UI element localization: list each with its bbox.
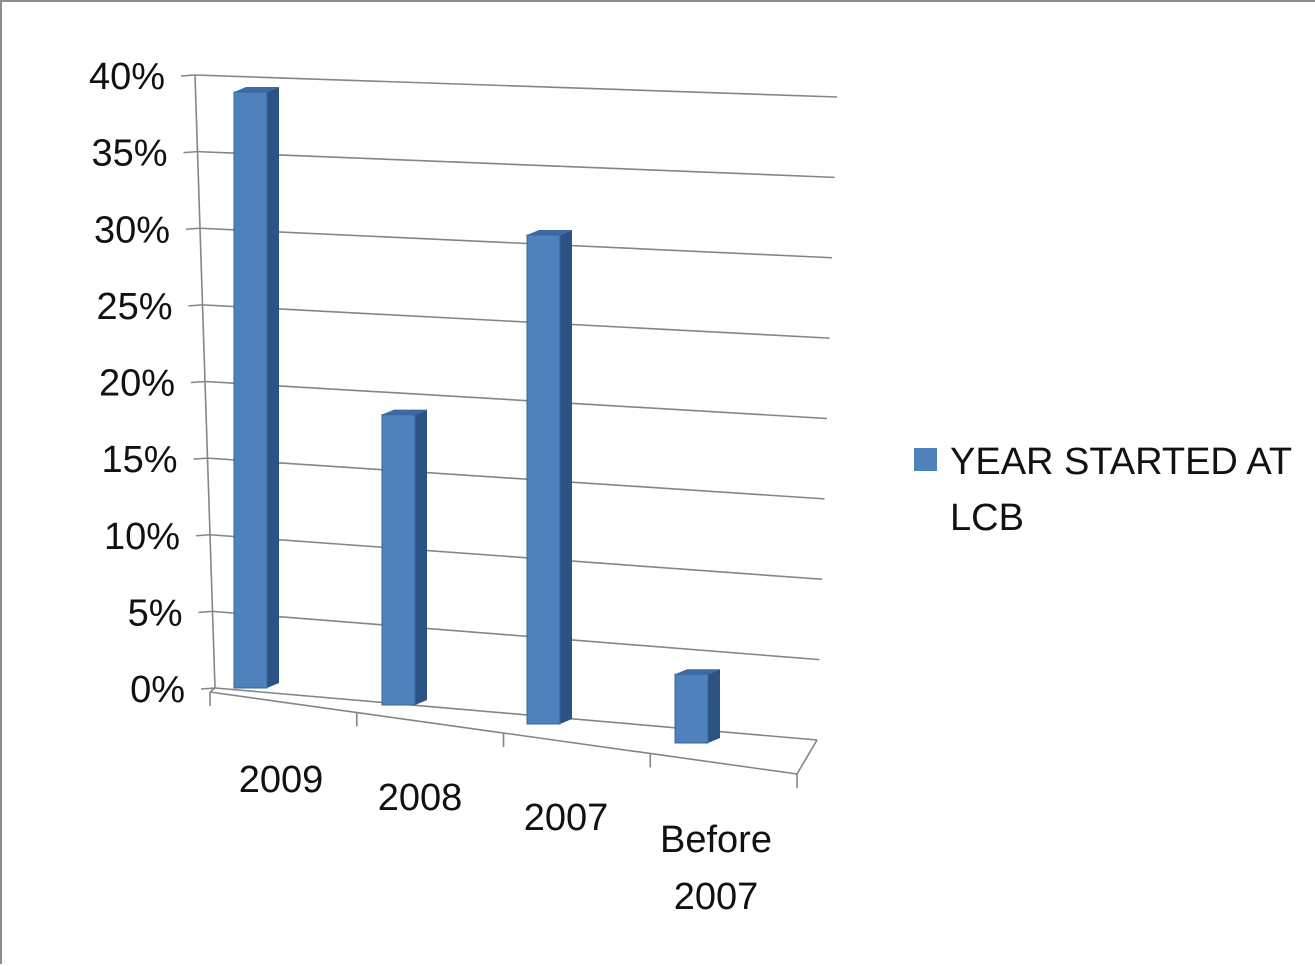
- y-tick-label: 30%: [94, 209, 170, 251]
- bar: [526, 229, 572, 725]
- bar-top: [527, 229, 572, 235]
- axes: [180, 74, 818, 788]
- x-tick-label: 2007: [674, 876, 759, 918]
- y-tick-mark: [185, 227, 201, 231]
- bar-front: [674, 673, 709, 744]
- bar-front: [526, 234, 561, 725]
- y-tick-label: 40%: [89, 56, 165, 98]
- y-tick-label: 0%: [130, 669, 185, 711]
- y-tick-mark: [195, 533, 211, 537]
- y-tick-label: 15%: [101, 439, 177, 481]
- y-axis-tick-labels: 0% 5% 10% 15% 20% 25% 30% 35% 40%: [89, 56, 185, 711]
- gridline: [202, 304, 830, 339]
- bar-front: [381, 414, 416, 706]
- y-tick-mark: [193, 457, 208, 460]
- y-tick-mark: [200, 687, 216, 690]
- bar-side: [560, 229, 572, 724]
- legend: YEAR STARTED AT LCB: [914, 441, 1292, 539]
- bar: [381, 409, 427, 706]
- y-tick-label: 5%: [128, 592, 183, 634]
- y-tick-mark: [188, 304, 203, 307]
- bar-front: [233, 91, 268, 689]
- gridline: [212, 610, 820, 661]
- bar-top: [382, 409, 427, 415]
- gridlines: [194, 74, 838, 741]
- bars: [233, 87, 720, 744]
- y-tick-mark: [198, 610, 213, 614]
- legend-swatch: [914, 448, 937, 471]
- bar-side: [708, 669, 720, 743]
- x-tick-label: Before: [660, 819, 772, 861]
- gridline: [207, 457, 825, 500]
- y-tick-mark: [183, 150, 198, 154]
- gridline: [199, 227, 833, 259]
- bar: [233, 87, 279, 689]
- bar-side: [415, 409, 427, 705]
- gridline: [209, 533, 823, 581]
- gridline: [194, 74, 838, 98]
- legend-label-line-1: YEAR STARTED AT: [950, 441, 1292, 483]
- x-tick-label: 2008: [378, 777, 463, 819]
- bar-top: [234, 87, 279, 92]
- y-tick-label: 20%: [99, 363, 175, 405]
- y-tick-label: 10%: [104, 516, 180, 558]
- x-tick-label: 2007: [524, 797, 609, 839]
- gridline: [204, 380, 828, 420]
- gridline: [197, 150, 835, 179]
- y-tick-label: 25%: [96, 286, 172, 328]
- x-tick-label: 2009: [239, 759, 324, 801]
- bar-side: [267, 87, 279, 688]
- floor-right-edge: [796, 739, 818, 775]
- y-tick-mark: [190, 380, 206, 384]
- y-tick-mark: [180, 74, 196, 77]
- legend-label-line-2: LCB: [950, 497, 1024, 539]
- gridline: [214, 687, 818, 741]
- bar-top: [675, 669, 720, 675]
- bar: [674, 669, 720, 744]
- x-axis-tick-labels: 2009 2008 2007 Before 2007: [239, 759, 772, 918]
- y-tick-label: 35%: [91, 133, 167, 175]
